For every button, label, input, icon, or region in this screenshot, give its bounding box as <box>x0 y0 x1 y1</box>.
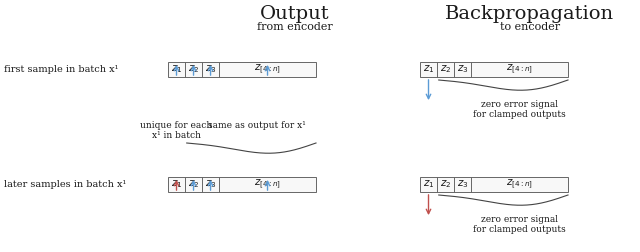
Text: zero error signal
for clamped outputs: zero error signal for clamped outputs <box>473 100 566 119</box>
Text: to encoder: to encoder <box>500 22 560 32</box>
Text: $z_1$: $z_1$ <box>423 64 435 75</box>
FancyBboxPatch shape <box>168 62 316 77</box>
Text: $z_2$: $z_2$ <box>440 64 451 75</box>
Text: $z_1$: $z_1$ <box>171 179 182 191</box>
Text: $z_2$: $z_2$ <box>188 179 199 191</box>
FancyBboxPatch shape <box>420 177 568 192</box>
Text: $z_1$: $z_1$ <box>423 179 435 191</box>
FancyBboxPatch shape <box>168 177 316 192</box>
FancyBboxPatch shape <box>420 62 568 77</box>
Text: $z_2$: $z_2$ <box>440 179 451 191</box>
Text: $z_3$: $z_3$ <box>205 64 216 75</box>
Text: $z_3$: $z_3$ <box>205 179 216 191</box>
Text: $z_2$: $z_2$ <box>188 64 199 75</box>
Text: $z_{[4:n]}$: $z_{[4:n]}$ <box>254 178 281 192</box>
Text: Output: Output <box>260 5 330 23</box>
Text: $z_{[4:n]}$: $z_{[4:n]}$ <box>506 62 533 76</box>
Text: first sample in batch x¹: first sample in batch x¹ <box>4 65 118 74</box>
Text: $z_1$: $z_1$ <box>171 64 182 75</box>
Text: $z_3$: $z_3$ <box>457 64 468 75</box>
Text: later samples in batch x¹: later samples in batch x¹ <box>4 180 126 189</box>
Text: unique for each: unique for each <box>140 120 212 130</box>
Text: same as output for x¹: same as output for x¹ <box>208 121 306 131</box>
Text: Backpropagation: Backpropagation <box>445 5 614 23</box>
Text: $z_{[4:n]}$: $z_{[4:n]}$ <box>254 62 281 76</box>
Text: zero error signal
for clamped outputs: zero error signal for clamped outputs <box>473 215 566 234</box>
Text: from encoder: from encoder <box>257 22 333 32</box>
Text: x¹ in batch: x¹ in batch <box>152 131 201 140</box>
Text: $z_{[4:n]}$: $z_{[4:n]}$ <box>506 178 533 192</box>
Text: $z_3$: $z_3$ <box>457 179 468 191</box>
